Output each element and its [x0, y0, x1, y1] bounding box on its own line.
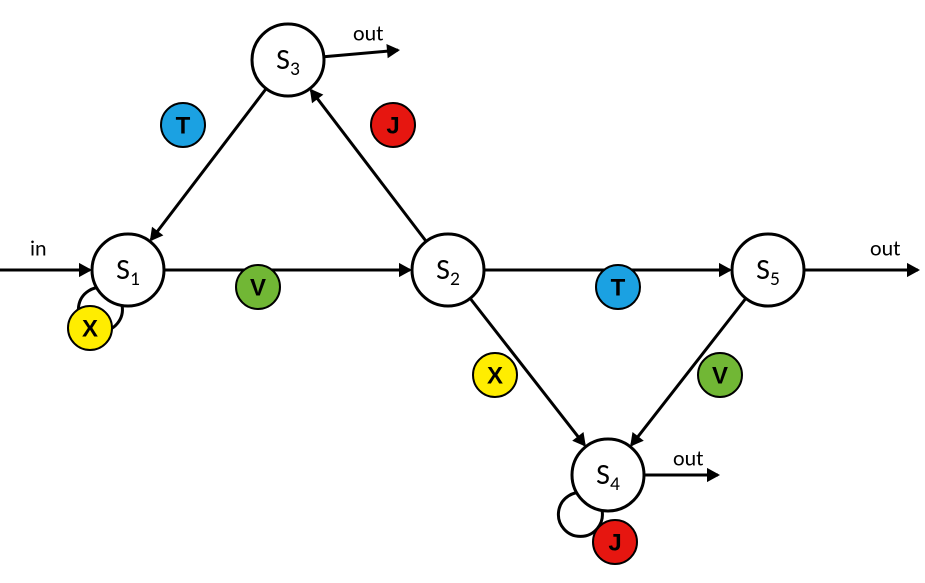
- state-S2: S2: [412, 234, 484, 306]
- token-J: J: [371, 103, 415, 147]
- svg-text:X: X: [487, 363, 503, 390]
- state-S5: S5: [732, 234, 804, 306]
- io-label-in-S1: in: [30, 234, 47, 261]
- io-label-out-S3: out: [353, 19, 384, 46]
- token-T: T: [596, 265, 640, 309]
- token-J: J: [593, 520, 637, 564]
- io-label-out-S5: out: [870, 234, 901, 261]
- state-layer: S1 S2 S3 S4 S5: [92, 24, 804, 511]
- token-X: X: [68, 306, 112, 350]
- state-S1: S1: [92, 234, 164, 306]
- svg-text:V: V: [250, 275, 266, 302]
- svg-text:X: X: [82, 316, 98, 343]
- svg-text:T: T: [176, 113, 191, 140]
- svg-text:J: J: [608, 530, 621, 557]
- token-X: X: [473, 353, 517, 397]
- token-V: V: [236, 265, 280, 309]
- token-layer: T J V X T X V J: [68, 103, 742, 564]
- state-S3: S3: [252, 24, 324, 96]
- svg-text:T: T: [611, 275, 626, 302]
- state-S4: S4: [572, 439, 644, 511]
- loop-layer: [78, 285, 602, 536]
- token-T: T: [161, 103, 205, 147]
- io-label-out-S4: out: [673, 444, 704, 471]
- svg-text:J: J: [386, 113, 399, 140]
- token-V: V: [698, 353, 742, 397]
- io-edge-out-S3: [324, 50, 398, 57]
- svg-text:V: V: [712, 363, 728, 390]
